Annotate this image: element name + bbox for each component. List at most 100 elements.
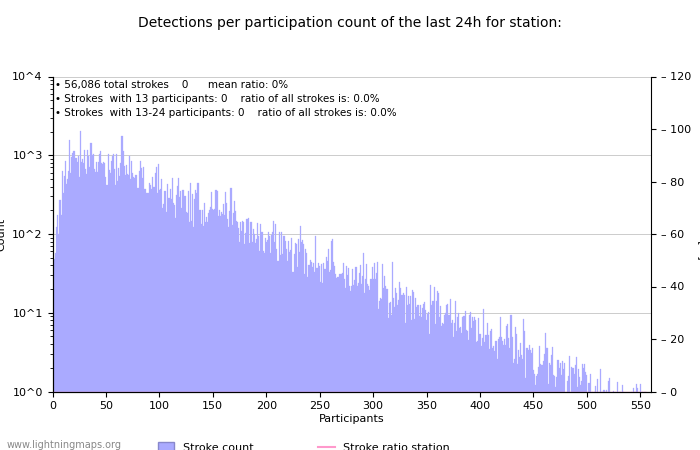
Bar	[615, 392, 616, 450]
Bar	[370, 279, 372, 450]
Bar	[239, 243, 240, 450]
Bar	[542, 360, 544, 450]
Bar	[336, 278, 337, 450]
Bar	[327, 261, 328, 450]
Bar	[271, 235, 272, 450]
Bar	[261, 232, 262, 450]
Bar	[225, 192, 226, 450]
Text: Detections per participation count of the last 24h for station:: Detections per participation count of th…	[138, 16, 562, 30]
Bar	[379, 301, 380, 450]
Bar	[601, 392, 603, 450]
Bar	[416, 307, 417, 450]
Bar	[172, 178, 173, 450]
Bar	[411, 320, 412, 450]
Bar	[116, 154, 117, 450]
Bar	[444, 315, 445, 450]
Bar	[395, 288, 396, 450]
Bar	[125, 175, 126, 450]
Bar	[381, 299, 382, 450]
X-axis label: Participants: Participants	[319, 414, 384, 424]
Bar	[528, 345, 530, 450]
Y-axis label: Ratio [%]: Ratio [%]	[698, 208, 700, 260]
Bar	[122, 151, 124, 450]
Bar	[406, 287, 407, 450]
Bar	[567, 382, 568, 450]
Bar	[538, 368, 539, 450]
Bar	[564, 363, 565, 450]
Bar	[259, 251, 260, 450]
Bar	[131, 161, 132, 450]
Bar	[414, 320, 415, 450]
Bar	[287, 261, 288, 450]
Bar	[319, 266, 320, 450]
Bar	[553, 375, 554, 450]
Bar	[167, 184, 169, 450]
Bar	[452, 320, 453, 450]
Bar	[603, 390, 605, 450]
Bar	[230, 188, 232, 450]
Bar	[289, 252, 290, 450]
Bar	[461, 333, 463, 450]
Bar	[337, 277, 338, 450]
Bar	[191, 220, 192, 450]
Bar	[183, 190, 185, 450]
Bar	[97, 172, 98, 450]
Bar	[70, 173, 71, 450]
Bar	[199, 210, 200, 450]
Bar	[127, 174, 128, 450]
Bar	[394, 307, 395, 450]
Bar	[451, 323, 452, 450]
Bar	[153, 188, 155, 450]
Bar	[334, 266, 335, 450]
Bar	[143, 167, 144, 450]
Bar	[244, 243, 246, 450]
Bar	[290, 250, 291, 450]
Legend: Stroke count, Stroke count station, Stroke ratio station: Stroke count, Stroke count station, Stro…	[153, 438, 454, 450]
Bar	[285, 241, 286, 450]
Bar	[56, 227, 57, 450]
Bar	[60, 215, 62, 450]
Bar	[352, 269, 354, 450]
Bar	[569, 356, 570, 450]
Bar	[277, 261, 279, 450]
Bar	[275, 224, 276, 450]
Bar	[318, 263, 319, 450]
Bar	[313, 263, 314, 450]
Bar	[325, 269, 326, 450]
Bar	[490, 331, 491, 450]
Bar	[174, 205, 175, 450]
Bar	[476, 342, 477, 450]
Bar	[443, 324, 444, 450]
Bar	[554, 376, 555, 450]
Bar	[349, 286, 350, 450]
Bar	[487, 324, 488, 450]
Bar	[254, 234, 255, 450]
Bar	[250, 222, 251, 450]
Bar	[241, 230, 242, 450]
Bar	[545, 333, 546, 450]
Bar	[393, 298, 394, 450]
Bar	[344, 279, 345, 450]
Bar	[255, 243, 256, 450]
Bar	[505, 345, 506, 450]
Bar	[427, 314, 428, 450]
Bar	[589, 374, 591, 450]
Bar	[252, 242, 253, 450]
Bar	[293, 253, 295, 450]
Bar	[389, 303, 390, 450]
Bar	[488, 335, 489, 450]
Bar	[55, 253, 56, 450]
Bar	[500, 337, 502, 450]
Bar	[412, 290, 413, 450]
Bar	[279, 255, 281, 450]
Bar	[112, 156, 113, 450]
Bar	[363, 253, 364, 450]
Bar	[291, 238, 293, 450]
Bar	[356, 286, 358, 450]
Bar	[512, 363, 514, 450]
Bar	[246, 219, 248, 450]
Bar	[62, 171, 63, 450]
Bar	[526, 348, 528, 450]
Bar	[358, 274, 360, 450]
Bar	[372, 279, 374, 450]
